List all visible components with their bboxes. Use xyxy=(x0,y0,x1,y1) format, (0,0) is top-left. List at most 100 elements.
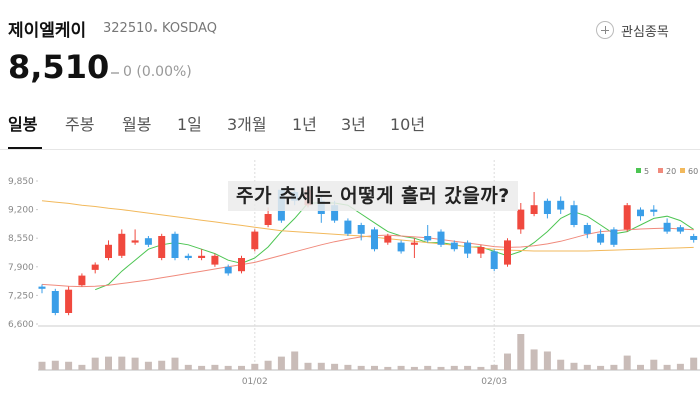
legend-swatch xyxy=(680,168,685,173)
period-tab[interactable]: 3개월 xyxy=(227,115,267,134)
volume-bar xyxy=(410,366,418,370)
volume-bar xyxy=(224,365,232,370)
candle-body xyxy=(211,255,219,265)
volume-bar xyxy=(198,365,206,370)
candle-body xyxy=(38,286,46,289)
market: KOSDAQ xyxy=(162,21,217,36)
volume-bar xyxy=(504,353,511,370)
volume-bar xyxy=(264,360,272,370)
volume-bar xyxy=(38,361,46,370)
candle-body xyxy=(450,242,458,250)
volume-bar xyxy=(450,365,458,370)
y-tick-label: 9,850 xyxy=(8,177,34,187)
candle-body xyxy=(504,240,511,265)
y-tick-label: 6,600 xyxy=(8,320,34,330)
volume-bar xyxy=(597,365,605,370)
candle-body xyxy=(477,247,485,254)
volume-bar xyxy=(78,364,86,370)
volume-bar xyxy=(650,359,658,370)
candle-body xyxy=(690,236,698,240)
candle-body xyxy=(623,205,631,230)
y-tick-label: 7,900 xyxy=(8,263,34,273)
candle-body xyxy=(570,205,578,225)
candle-body xyxy=(65,289,73,313)
volume-bar xyxy=(344,364,352,370)
volume-bar xyxy=(371,365,378,370)
watch-icon[interactable] xyxy=(596,21,614,39)
volume-bar xyxy=(105,356,112,370)
period-tab[interactable]: 일봉 xyxy=(8,115,38,134)
moving-average-line xyxy=(41,200,694,252)
candle-body xyxy=(663,222,671,232)
candle-body xyxy=(158,236,166,258)
volume-bar xyxy=(490,364,498,370)
period-tab[interactable]: 1년 xyxy=(292,115,317,134)
candle-body xyxy=(184,255,192,258)
period-tab[interactable]: 1일 xyxy=(177,115,202,134)
volume-bar xyxy=(211,364,219,370)
volume-bar xyxy=(557,359,565,370)
volume-bar xyxy=(118,356,126,370)
volume-bar xyxy=(610,364,618,370)
candle-body xyxy=(517,209,525,230)
volume-bar xyxy=(543,351,551,370)
watch-button[interactable]: 관심종목 xyxy=(621,25,669,40)
candle-body xyxy=(397,242,405,252)
legend-label: 5 xyxy=(644,167,649,176)
candle-body xyxy=(543,200,551,214)
candle-body xyxy=(650,209,658,212)
volume-bar xyxy=(437,366,445,370)
volume-bar xyxy=(663,364,671,370)
price: 8,510 xyxy=(8,48,110,86)
period-tab[interactable]: 10년 xyxy=(390,115,426,134)
volume-bar xyxy=(637,364,644,370)
candle-body xyxy=(171,233,179,258)
tab-underline xyxy=(8,147,42,149)
volume-bar xyxy=(317,362,325,370)
candle-body xyxy=(410,242,418,245)
volume-bar xyxy=(251,363,259,370)
candle-body xyxy=(597,233,605,243)
candle-body xyxy=(118,233,126,256)
legend-label: 20 xyxy=(666,167,676,176)
y-tick-label: 9,200 xyxy=(8,206,34,216)
period-tab[interactable]: 월봉 xyxy=(122,115,152,134)
candle-body xyxy=(610,229,618,245)
candle-body xyxy=(437,231,445,245)
volume-bar xyxy=(331,363,339,370)
volume-bar xyxy=(291,351,299,370)
period-tab[interactable]: 3년 xyxy=(341,115,366,134)
volume-bar xyxy=(304,362,312,370)
candle-body xyxy=(676,227,684,232)
volume-bar xyxy=(583,364,591,370)
candle-body xyxy=(224,266,232,274)
candle-body xyxy=(530,205,538,214)
candle-body xyxy=(91,264,99,270)
volume-bar xyxy=(623,355,631,370)
volume-bar xyxy=(158,360,166,370)
candle-body xyxy=(637,209,644,217)
period-tab[interactable]: 주봉 xyxy=(65,115,95,134)
y-tick-label: 8,550 xyxy=(8,234,34,244)
volume-bar xyxy=(517,334,525,370)
candle-body xyxy=(424,236,432,241)
volume-bar xyxy=(91,357,99,370)
volume-bar xyxy=(676,363,684,370)
moving-average-line xyxy=(95,202,694,291)
divider xyxy=(0,149,700,150)
candle-body xyxy=(357,225,365,234)
candle-body xyxy=(331,205,339,221)
candle-body xyxy=(384,236,392,243)
x-tick-label: 02/03 xyxy=(481,377,507,387)
candle-body xyxy=(51,291,59,313)
candle-body xyxy=(344,220,352,234)
candle-body xyxy=(238,258,245,272)
volume-bar xyxy=(464,365,472,370)
candle-body xyxy=(251,231,259,250)
stock-code: 322510 xyxy=(103,21,153,36)
volume-bar xyxy=(51,360,59,370)
candle-body xyxy=(198,255,206,258)
candle-body xyxy=(371,229,378,250)
x-tick-label: 01/02 xyxy=(242,377,268,387)
